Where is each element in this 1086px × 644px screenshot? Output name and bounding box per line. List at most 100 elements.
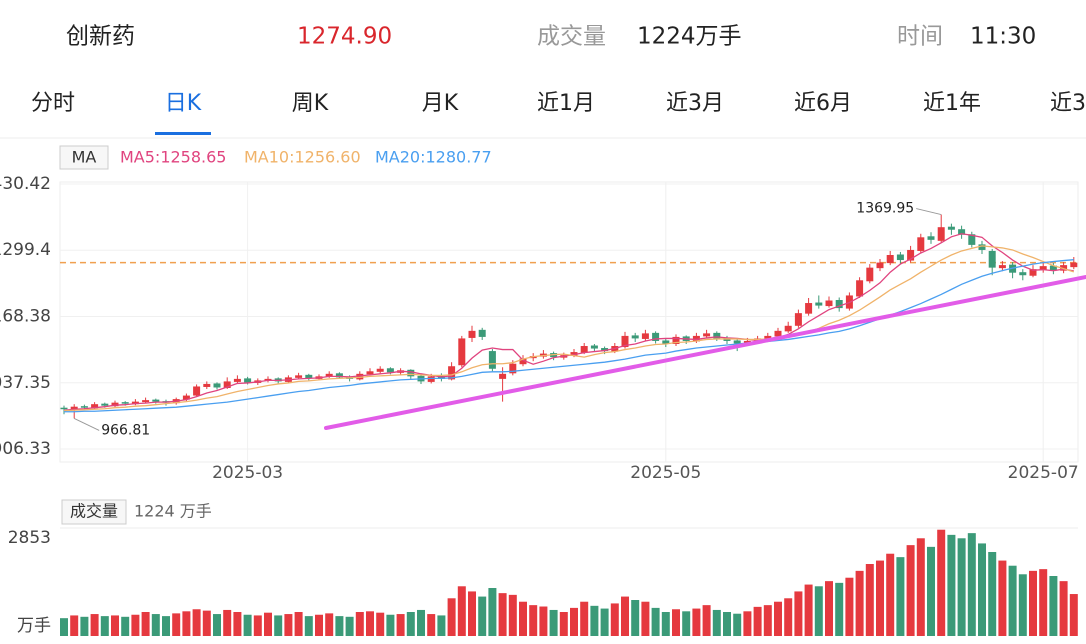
candle-body bbox=[652, 332, 660, 341]
candle-body bbox=[182, 395, 190, 400]
ma-line bbox=[63, 245, 1074, 412]
volume-bar bbox=[876, 560, 884, 636]
volume-bar bbox=[682, 611, 691, 636]
volume-bar bbox=[621, 596, 629, 636]
volume-bar bbox=[233, 612, 242, 636]
candle-body bbox=[968, 234, 976, 245]
volume-bar bbox=[325, 613, 334, 636]
volume-bar bbox=[182, 611, 191, 636]
volume-bar bbox=[417, 609, 425, 636]
candle-body bbox=[876, 262, 884, 269]
candle-body bbox=[335, 373, 343, 378]
volume-bar bbox=[192, 609, 201, 636]
volume-title: 成交量 bbox=[70, 502, 118, 521]
volume-bar bbox=[896, 557, 905, 636]
volume-bar bbox=[60, 618, 68, 636]
candle-body bbox=[427, 376, 435, 382]
candle-body bbox=[101, 403, 109, 406]
tab[interactable]: 月K bbox=[422, 91, 459, 116]
volume-bar bbox=[610, 603, 619, 636]
candle-body bbox=[203, 383, 211, 387]
volume-bar bbox=[978, 543, 986, 636]
volume-bar bbox=[855, 570, 864, 636]
volume-bar bbox=[223, 609, 232, 636]
candle-body bbox=[131, 401, 139, 405]
volume-bar bbox=[580, 601, 589, 636]
x-tick-label: 2025-05 bbox=[630, 463, 701, 483]
candle-body bbox=[223, 381, 231, 388]
candle-body bbox=[213, 383, 221, 388]
candle-body bbox=[325, 373, 333, 377]
volume-bar bbox=[264, 612, 272, 636]
candle-body bbox=[937, 227, 945, 241]
volume-bar bbox=[784, 598, 793, 636]
candle-body bbox=[907, 249, 915, 261]
volume-bar bbox=[202, 610, 211, 636]
candle-body bbox=[407, 369, 415, 377]
y-tick-label: 1299.4 bbox=[0, 240, 51, 260]
candle-body bbox=[886, 255, 894, 264]
volume-bar bbox=[396, 614, 405, 636]
volume-bar bbox=[213, 614, 221, 636]
volume-label: 成交量 bbox=[537, 24, 606, 50]
stock-name: 创新药 bbox=[66, 24, 135, 50]
tab[interactable]: 近1年 bbox=[923, 91, 981, 116]
volume-bar bbox=[131, 614, 140, 636]
candle-body bbox=[580, 346, 588, 353]
candle-body bbox=[488, 351, 496, 369]
volume-bar bbox=[794, 591, 803, 636]
y-tick-label: 万手 bbox=[17, 616, 51, 636]
volume-bar bbox=[539, 606, 548, 636]
volume-bar bbox=[763, 605, 772, 636]
candle-body bbox=[774, 330, 782, 337]
y-tick-label: 906.33 bbox=[0, 439, 51, 459]
volume-bar bbox=[641, 601, 650, 636]
volume-bar bbox=[998, 560, 1007, 636]
volume-bar bbox=[151, 614, 160, 636]
volume-bar bbox=[111, 615, 119, 636]
volume-bar bbox=[508, 594, 517, 636]
volume-bar bbox=[733, 613, 742, 636]
volume-bar bbox=[519, 601, 527, 636]
volume-bar bbox=[600, 608, 609, 636]
volume-bar bbox=[1049, 576, 1058, 636]
volume-bar bbox=[498, 593, 507, 636]
volume-bar bbox=[366, 611, 374, 636]
volume-bar bbox=[457, 586, 466, 636]
volume-bar bbox=[386, 614, 395, 636]
volume-bar bbox=[804, 584, 813, 636]
volume-bar bbox=[947, 534, 956, 636]
tab[interactable]: 周K bbox=[292, 91, 329, 116]
candle-body bbox=[1029, 269, 1037, 276]
y-tick-label: 2853 bbox=[8, 528, 51, 548]
volume-bar bbox=[376, 612, 385, 636]
tab[interactable]: 分时 bbox=[31, 91, 75, 116]
volume-bar bbox=[121, 616, 130, 636]
tab[interactable]: 近6月 bbox=[794, 91, 852, 116]
candle-body bbox=[866, 267, 874, 282]
tab[interactable]: 近3 bbox=[1050, 91, 1086, 116]
candle-body bbox=[1019, 272, 1027, 276]
candle-body bbox=[703, 333, 711, 337]
candle-body bbox=[856, 280, 864, 297]
legend-label: MA bbox=[72, 148, 97, 167]
tab[interactable]: 近3月 bbox=[666, 91, 724, 116]
volume-bar bbox=[825, 581, 833, 636]
candle-body bbox=[692, 335, 700, 342]
volume-bar bbox=[274, 615, 283, 636]
candle-body bbox=[672, 336, 680, 344]
volume-bar bbox=[304, 616, 313, 636]
volume-bar bbox=[1018, 574, 1027, 636]
tab[interactable]: 近1月 bbox=[537, 91, 595, 116]
volume-bar bbox=[723, 612, 731, 636]
volume-title-box bbox=[61, 499, 127, 525]
volume-bar bbox=[916, 538, 925, 636]
candle-body bbox=[458, 338, 466, 366]
candle-body bbox=[121, 402, 129, 404]
volume-bar bbox=[559, 612, 568, 636]
tab[interactable]: 日K bbox=[165, 91, 202, 116]
volume-bar bbox=[100, 616, 109, 636]
candle-body bbox=[764, 335, 772, 339]
candle-body bbox=[519, 358, 527, 365]
volume-bar bbox=[570, 607, 578, 636]
